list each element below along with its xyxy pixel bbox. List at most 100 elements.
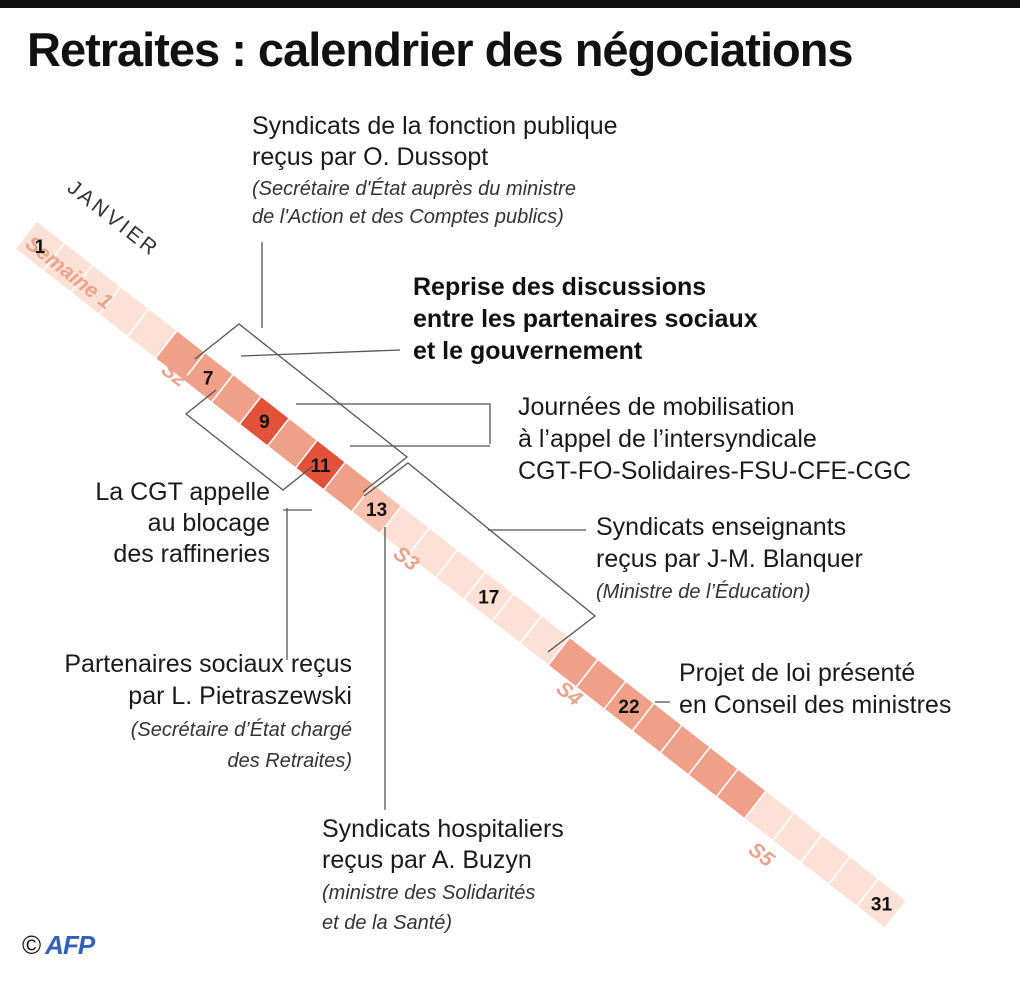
day-box-20 — [549, 638, 597, 687]
day-box-15 — [408, 528, 457, 577]
buzyn-line-1: Syndicats hospitaliers — [322, 815, 564, 843]
pietraszewski-line-1: Partenaires sociaux reçus — [64, 650, 352, 678]
day-cell-28 — [773, 813, 822, 862]
copyright-symbol: © — [22, 930, 42, 960]
week-label-5: S5 — [744, 838, 779, 872]
day-box-5 — [128, 309, 177, 358]
cgt-line-2: au blocage — [148, 509, 270, 537]
month-label: JANVIER — [63, 176, 164, 262]
day-box-3 — [72, 265, 120, 314]
day-number-17: 17 — [478, 588, 499, 609]
day-cell-26 — [717, 769, 766, 818]
leader-lines — [240, 242, 670, 810]
day-cell-27 — [745, 791, 794, 840]
day-number-22: 22 — [618, 697, 639, 718]
bracket-blanquer-days — [363, 462, 597, 653]
day-cell-3 — [72, 265, 120, 314]
reprise-line-1: Reprise des discussions — [413, 273, 706, 301]
day-cell-13 — [352, 485, 401, 533]
dussopt-line-2: reçus par O. Dussopt — [252, 143, 488, 171]
cgt-line-1: La CGT appelle — [95, 478, 270, 506]
day-box-2 — [44, 243, 92, 292]
day-cell-16 — [436, 550, 485, 599]
day-cell-14 — [380, 506, 429, 555]
day-cell-1 — [16, 222, 64, 270]
day-box-24 — [661, 726, 710, 774]
day-box-22 — [605, 682, 653, 730]
page-title: Retraites : calendrier des négociations — [27, 23, 854, 76]
day-cell-12 — [324, 463, 373, 511]
day-box-26 — [717, 769, 766, 818]
day-box-30 — [829, 857, 878, 906]
day-cell-19 — [521, 616, 569, 665]
afp-logo: AFP — [45, 930, 95, 960]
day-box-6 — [156, 331, 205, 380]
bracket-cgt-days — [184, 389, 314, 491]
day-strip — [16, 222, 906, 928]
pietraszewski-note-2: des Retraites) — [228, 750, 353, 772]
day-cell-8 — [212, 375, 261, 424]
annotation-buzyn: Syndicats hospitaliers reçus par A. Buzy… — [322, 815, 564, 934]
leader-mobilisation — [296, 403, 491, 447]
day-box-13 — [352, 485, 401, 533]
annotation-mobilisation: Journées de mobilisation à l’appel de l’… — [518, 393, 911, 485]
day-box-18 — [492, 594, 541, 643]
day-cell-22 — [605, 682, 653, 730]
day-number-7: 7 — [203, 368, 214, 389]
day-box-19 — [521, 616, 569, 665]
mobilisation-line-1: Journées de mobilisation — [518, 393, 795, 421]
annotation-blanquer: Syndicats enseignants reçus par J-M. Bla… — [596, 513, 863, 603]
day-box-11 — [296, 441, 345, 489]
reprise-line-2: entre les partenaires sociaux — [413, 305, 758, 333]
day-box-10 — [268, 419, 317, 467]
day-cell-25 — [689, 748, 738, 796]
day-cell-29 — [801, 835, 850, 884]
day-number-11: 11 — [310, 456, 331, 477]
leader-reprise — [240, 349, 401, 357]
day-cell-15 — [408, 528, 457, 577]
day-cell-5 — [128, 309, 177, 358]
dussopt-line-1: Syndicats de la fonction publique — [252, 112, 618, 140]
blanquer-note-1: (Ministre de l’Éducation) — [596, 580, 811, 603]
pietraszewski-note-1: (Secrétaire d’État chargé — [131, 718, 352, 741]
day-cell-6 — [156, 331, 205, 380]
day-box-31 — [857, 879, 906, 928]
day-box-14 — [380, 506, 429, 555]
day-box-25 — [689, 748, 738, 796]
day-cell-30 — [829, 857, 878, 906]
day-box-7 — [184, 353, 233, 402]
annotation-reprise: Reprise des discussions entre les parten… — [413, 273, 758, 365]
pietraszewski-line-2: par L. Pietraszewski — [128, 682, 352, 710]
blanquer-line-1: Syndicats enseignants — [596, 513, 846, 541]
annotation-cgt: La CGT appelle au blocage des raffinerie… — [95, 478, 270, 568]
annotation-projet: Projet de loi présenté en Conseil des mi… — [679, 659, 951, 719]
mobilisation-line-2: à l’appel de l’intersyndicale — [518, 425, 817, 453]
day-cell-23 — [633, 704, 681, 752]
day-box-16 — [436, 550, 485, 599]
day-box-21 — [577, 660, 625, 709]
top-bar — [0, 0, 1020, 8]
day-cell-18 — [492, 594, 541, 643]
day-cell-17 — [464, 572, 513, 621]
day-box-27 — [745, 791, 794, 840]
buzyn-note-2: et de la Santé) — [322, 912, 452, 934]
day-cell-10 — [268, 419, 317, 467]
day-number-13: 13 — [366, 500, 387, 521]
annotation-dussopt: Syndicats de la fonction publique reçus … — [252, 112, 618, 228]
day-cell-9 — [240, 397, 289, 446]
day-box-8 — [212, 375, 261, 424]
buzyn-line-2: reçus par A. Buzyn — [322, 846, 532, 874]
day-cell-31 — [857, 879, 906, 928]
buzyn-note-1: (ministre des Solidarités — [322, 882, 535, 904]
day-box-4 — [100, 287, 148, 336]
brackets — [184, 323, 597, 653]
day-box-9 — [240, 397, 289, 446]
day-cell-4 — [100, 287, 148, 336]
credit-footer: © AFP — [22, 930, 95, 961]
day-box-29 — [801, 835, 850, 884]
day-number-1: 1 — [35, 237, 46, 258]
reprise-line-3: et le gouvernement — [413, 337, 643, 365]
day-box-17 — [464, 572, 513, 621]
day-cell-20 — [549, 638, 597, 687]
blanquer-line-2: reçus par J-M. Blanquer — [596, 545, 863, 573]
